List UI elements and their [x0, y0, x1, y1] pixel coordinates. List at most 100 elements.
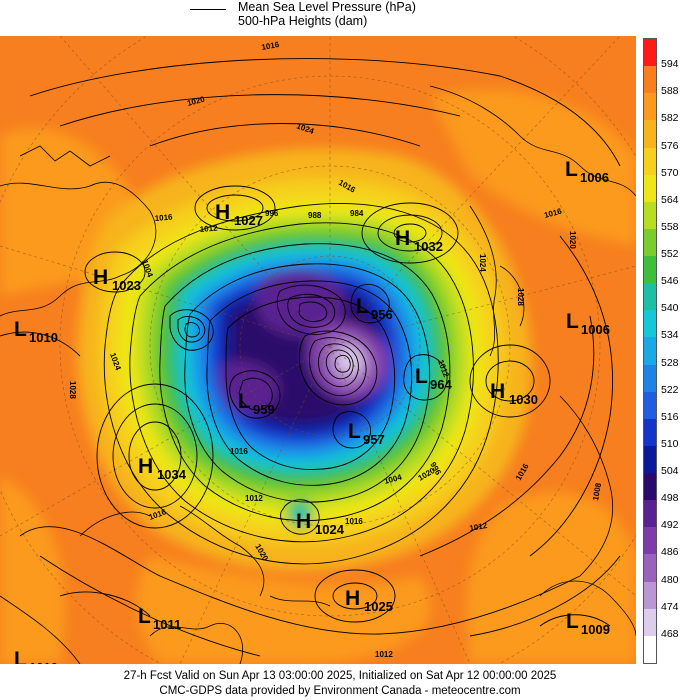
graticule	[0, 36, 636, 664]
colorbar-segment	[644, 147, 656, 176]
isobar-label: 1012	[469, 521, 489, 533]
colorbar-tick-label: 552	[661, 248, 679, 261]
colorbar-tick-label: 480	[661, 573, 679, 586]
system-letter: H	[138, 455, 153, 478]
system-letter: L	[566, 610, 579, 633]
isobar-label: 1024	[478, 254, 487, 272]
colorbar-segment	[644, 256, 656, 284]
colorbar-segment	[644, 337, 656, 366]
isobar-label: 984	[350, 209, 364, 218]
system-pressure-value: 957	[363, 432, 385, 447]
system-pressure-value: 1032	[414, 239, 443, 254]
colorbar-tick-label: 546	[661, 275, 679, 288]
isobar-label: 1016	[261, 40, 281, 52]
colorbar-tick-label: 564	[661, 193, 679, 206]
system-letter: L	[356, 295, 369, 318]
system-letter: L	[14, 318, 27, 341]
system-letter: H	[490, 380, 505, 403]
colorbar-segment	[644, 581, 656, 610]
system-pressure-value: 1027	[234, 213, 263, 228]
colorbar-tick-label: 498	[661, 492, 679, 505]
high-pressure-center: H 1034	[138, 455, 187, 482]
isobar-label: 1016	[345, 517, 363, 526]
colorbar-segment	[644, 635, 656, 664]
system-letter: H	[215, 201, 230, 224]
system-pressure-value: 956	[371, 307, 393, 322]
colorbar-segment	[644, 228, 656, 257]
colorbar-segment	[644, 174, 656, 203]
isobar-label: 1020	[568, 231, 577, 249]
system-letter: H	[93, 266, 108, 289]
isobar-label: 1028	[68, 381, 77, 399]
colorbar-tick-label: 522	[661, 383, 679, 396]
colorbar-tick-label: 516	[661, 410, 679, 423]
low-pressure-center: L 957	[348, 420, 385, 447]
system-pressure-value: 1010	[29, 330, 58, 345]
map-legend: Mean Sea Level Pressure (hPa) 500-hPa He…	[190, 0, 490, 32]
isobar-label: 1028	[516, 288, 525, 306]
system-letter: H	[395, 227, 410, 250]
high-pressure-center: H 1023	[93, 266, 141, 293]
high-pressure-center: H 1032	[395, 227, 443, 254]
isobar-label: 996	[265, 209, 279, 218]
colorbar-tick-label: 534	[661, 329, 679, 342]
low-pressure-center: L 959	[238, 390, 275, 417]
low-pressure-center: L 1006	[566, 310, 610, 337]
colorbar-segment	[644, 473, 656, 501]
system-letter: H	[345, 587, 360, 610]
system-letter: H	[296, 510, 311, 533]
low-pressure-center: L 964	[415, 365, 452, 392]
colorbar-segment	[644, 310, 656, 338]
system-letter: L	[14, 648, 27, 664]
colorbar-segment	[644, 66, 656, 94]
colorbar-segment	[644, 39, 656, 67]
colorbar-tick-label: 468	[661, 627, 679, 640]
low-pressure-center: L 1011	[138, 605, 181, 632]
colorbar-segment	[644, 120, 656, 149]
colorbar-segment	[644, 554, 656, 583]
colorbar-tick-label: 504	[661, 465, 679, 478]
system-letter: L	[238, 390, 251, 413]
isobar-label: 1016	[154, 212, 173, 223]
system-pressure-value: 964	[430, 377, 452, 392]
isobars	[0, 58, 621, 657]
isobar-label: 1008	[591, 482, 603, 502]
colorbar-segment	[644, 418, 656, 447]
isobar-label: 1012	[245, 494, 263, 503]
high-pressure-center: H 1025	[345, 587, 393, 614]
isobar-label: 1012	[199, 223, 218, 234]
height-fill-field	[0, 36, 636, 664]
system-letter: L	[565, 158, 578, 181]
colorbar-tick-label: 540	[661, 302, 679, 315]
system-letter: L	[566, 310, 579, 333]
low-pressure-center: L 1006	[565, 158, 609, 185]
colorbar-tick-label: 594	[661, 58, 679, 71]
system-pressure-value: 1023	[112, 278, 141, 293]
colorbar-segment	[644, 364, 656, 393]
low-pressure-center: L 956	[356, 295, 393, 322]
colorbar-segment	[644, 500, 656, 528]
isobar-label: 988	[308, 211, 322, 220]
system-pressure-value: 1010	[29, 660, 58, 664]
colorbar-tick-label: 582	[661, 112, 679, 125]
legend-mslp-label: Mean Sea Level Pressure (hPa)	[238, 0, 416, 14]
system-pressure-value: 1034	[157, 467, 187, 482]
high-pressure-center: H 1030	[490, 380, 538, 407]
legend-height-label: 500-hPa Heights (dam)	[238, 14, 368, 28]
forecast-valid-time: 27-h Fcst Valid on Sun Apr 13 03:00:00 2…	[123, 670, 557, 682]
isobar-label: 1016	[230, 447, 248, 456]
colorbar-tick-label: 558	[661, 220, 679, 233]
system-pressure-value: 959	[253, 402, 275, 417]
system-pressure-value: 1006	[580, 170, 609, 185]
system-pressure-value: 1030	[509, 392, 538, 407]
coastlines	[0, 85, 636, 664]
data-credit: CMC-GDPS data provided by Environment Ca…	[159, 685, 521, 697]
high-pressure-center: H 1024	[296, 510, 345, 537]
colorbar-segment	[644, 391, 656, 420]
system-pressure-value: 1011	[153, 617, 181, 632]
colorbar-tick-label: 474	[661, 600, 679, 613]
